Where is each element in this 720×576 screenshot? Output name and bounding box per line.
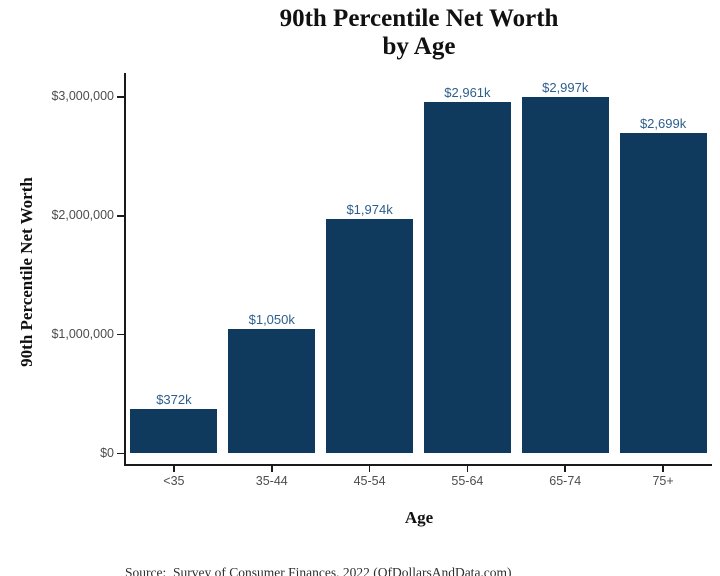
y-tick-mark: [117, 96, 124, 98]
bar-value-label: $372k: [156, 392, 192, 408]
y-tick-label: $3,000,000: [51, 89, 114, 103]
y-tick-mark: [117, 452, 124, 455]
x-tick-mark: [270, 466, 273, 472]
bar-value-label: $1,050k: [248, 311, 295, 327]
x-tick-label: 35-44: [255, 474, 288, 488]
chart-title-line1: 90th Percentile Net Worth: [279, 5, 559, 32]
x-tick-mark: [564, 466, 567, 472]
x-axis-title: Age: [404, 508, 434, 527]
bar: [619, 132, 707, 454]
footer: Source: Survey of Consumer Finances, 202…: [125, 537, 534, 576]
bar: [423, 101, 511, 454]
y-tick-label: $0: [100, 445, 114, 460]
bar-value-label: $1,974k: [346, 201, 393, 217]
y-tick-label: $1,000,000: [51, 326, 114, 341]
x-tick-mark: [662, 466, 664, 472]
x-tick-label: <35: [163, 474, 185, 488]
y-tick-label: $2,000,000: [51, 207, 114, 222]
y-axis-line: [123, 73, 126, 466]
x-tick-label: 65-74: [549, 474, 582, 488]
x-tick-label: 45-54: [353, 474, 386, 488]
y-tick-mark: [117, 333, 124, 336]
x-tick-label: 55-64: [451, 474, 484, 488]
bar: [130, 409, 218, 454]
bar: [228, 328, 316, 454]
x-tick-label: 75+: [652, 474, 674, 488]
bar-value-label: $2,699k: [639, 115, 687, 131]
bar-value-label: $2,997k: [542, 80, 589, 96]
chart-title: 90th Percentile Net Worth by Age: [119, 5, 719, 61]
bar: [521, 97, 609, 454]
footer-source-line: Source: Survey of Consumer Finances, 202…: [125, 565, 512, 576]
bar-value-label: $2,961k: [444, 84, 491, 100]
x-tick-mark: [173, 466, 175, 472]
bar: [326, 218, 414, 454]
y-tick-mark: [117, 215, 124, 217]
chart-title-line2: by Age: [382, 33, 456, 60]
x-tick-mark: [368, 466, 371, 472]
x-axis-line: [123, 464, 712, 466]
x-tick-mark: [466, 466, 469, 472]
